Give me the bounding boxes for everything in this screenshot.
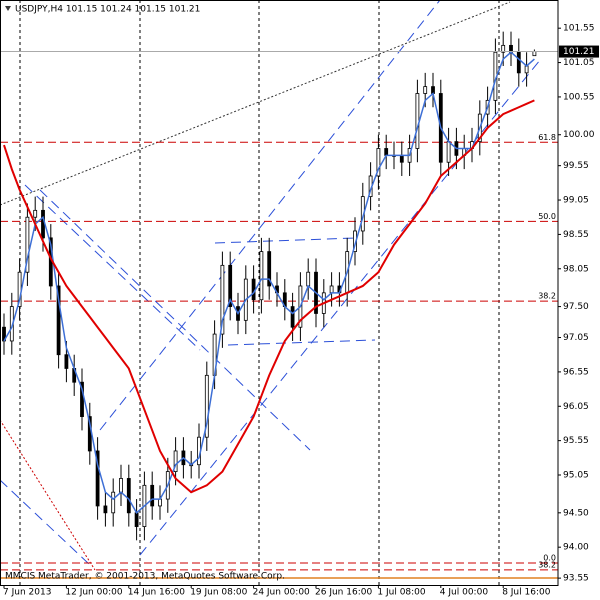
trend-line: [0, 1, 511, 206]
chart-title: USDJPY,H4 101.15 101.24 101.15 101.21: [15, 5, 200, 15]
x-tick-label: 19 Jun 08:00: [190, 588, 247, 598]
y-tick-label: 93.55: [563, 574, 589, 584]
candle-body: [306, 271, 311, 287]
channel-line: [227, 339, 376, 346]
last-price-box: [559, 45, 599, 58]
moving-average: [3, 51, 535, 514]
candle-body: [446, 141, 451, 163]
candle-body: [41, 209, 45, 239]
candle-body: [111, 491, 116, 514]
channel-line: [99, 0, 441, 431]
candle-body: [532, 51, 537, 57]
fib-label: 38.2: [538, 292, 556, 301]
candle-body: [126, 478, 131, 514]
y-tick-label: 97.50: [563, 302, 589, 312]
x-tick-label: 1 Jul 08:00: [377, 588, 426, 598]
x-tick-label: 26 Jun 16:00: [315, 588, 372, 598]
y-tick-label: 96.05: [563, 402, 589, 412]
x-tick-label: 24 Jun 00:00: [253, 588, 310, 598]
x-tick-label: 14 Jun 16:00: [128, 588, 185, 598]
candle-body: [267, 251, 272, 287]
candle-body: [150, 484, 155, 507]
candle-body: [501, 44, 506, 53]
fib-label: 50.0: [538, 212, 556, 221]
candle-body: [399, 154, 404, 163]
y-tick-label: 95.55: [563, 436, 589, 446]
candle-body: [64, 354, 69, 369]
candle-body: [228, 264, 233, 307]
candle-body: [95, 450, 100, 507]
candle-body: [376, 148, 381, 177]
candle-body: [259, 251, 264, 301]
candle-body: [56, 285, 61, 356]
moving-average: [3, 99, 535, 494]
copyright: MMCIS MetaTrader, © 2001-2013, MetaQuote…: [5, 572, 285, 582]
y-tick-label: 98.05: [563, 264, 589, 274]
candle-body: [119, 478, 123, 493]
candle-body: [384, 148, 389, 156]
y-tick-label: 97.05: [563, 333, 589, 343]
x-tick-label: 8 Jul 16:00: [502, 588, 551, 598]
candle-body: [415, 93, 420, 149]
candle-body: [80, 381, 84, 417]
x-tick-label: 4 Jul 00:00: [440, 588, 489, 598]
y-tick-label: 100.55: [563, 92, 595, 102]
candle-body: [516, 51, 521, 74]
x-tick-label: 12 Jun 00:00: [65, 588, 122, 598]
channel-line: [39, 189, 311, 451]
channel-line: [0, 479, 91, 566]
candle-body: [524, 65, 529, 74]
y-tick-label: 99.55: [563, 161, 589, 171]
candle-body: [134, 512, 139, 527]
candle-body: [158, 498, 162, 507]
candle-body: [423, 86, 428, 94]
channel-line: [214, 237, 356, 244]
candle-body: [33, 209, 38, 218]
candle-body: [103, 505, 108, 514]
candle-body: [220, 264, 225, 335]
symbol-icon: [5, 6, 11, 11]
y-tick-label: 95.05: [563, 471, 589, 481]
fib-label: 0.0: [543, 554, 556, 563]
candle-body: [25, 216, 30, 273]
fib-label: 38.2: [538, 560, 556, 569]
y-tick-label: 94.50: [563, 508, 589, 518]
y-tick-label: 98.55: [563, 230, 589, 240]
plot-border: [0, 0, 559, 586]
candle-body: [251, 278, 256, 301]
candle-body: [290, 306, 295, 328]
y-tick-label: 101.05: [563, 58, 595, 68]
candle-body: [431, 86, 435, 94]
fib-label: 61.8: [538, 133, 556, 142]
channel-line: [24, 184, 201, 351]
x-tick-label: 7 Jun 2013: [3, 588, 51, 598]
candle-body: [329, 285, 334, 294]
y-tick-label: 96.55: [563, 367, 589, 377]
candle-body: [204, 374, 209, 438]
fib-base-line: [0, 419, 96, 571]
y-tick-label: 100.00: [563, 130, 595, 140]
y-tick-label: 94.00: [563, 543, 589, 553]
candle-body: [173, 450, 178, 472]
y-tick-label: 99.05: [563, 196, 589, 206]
last-price-label: 101.21: [563, 47, 595, 57]
y-tick-label: 101.55: [563, 24, 595, 34]
